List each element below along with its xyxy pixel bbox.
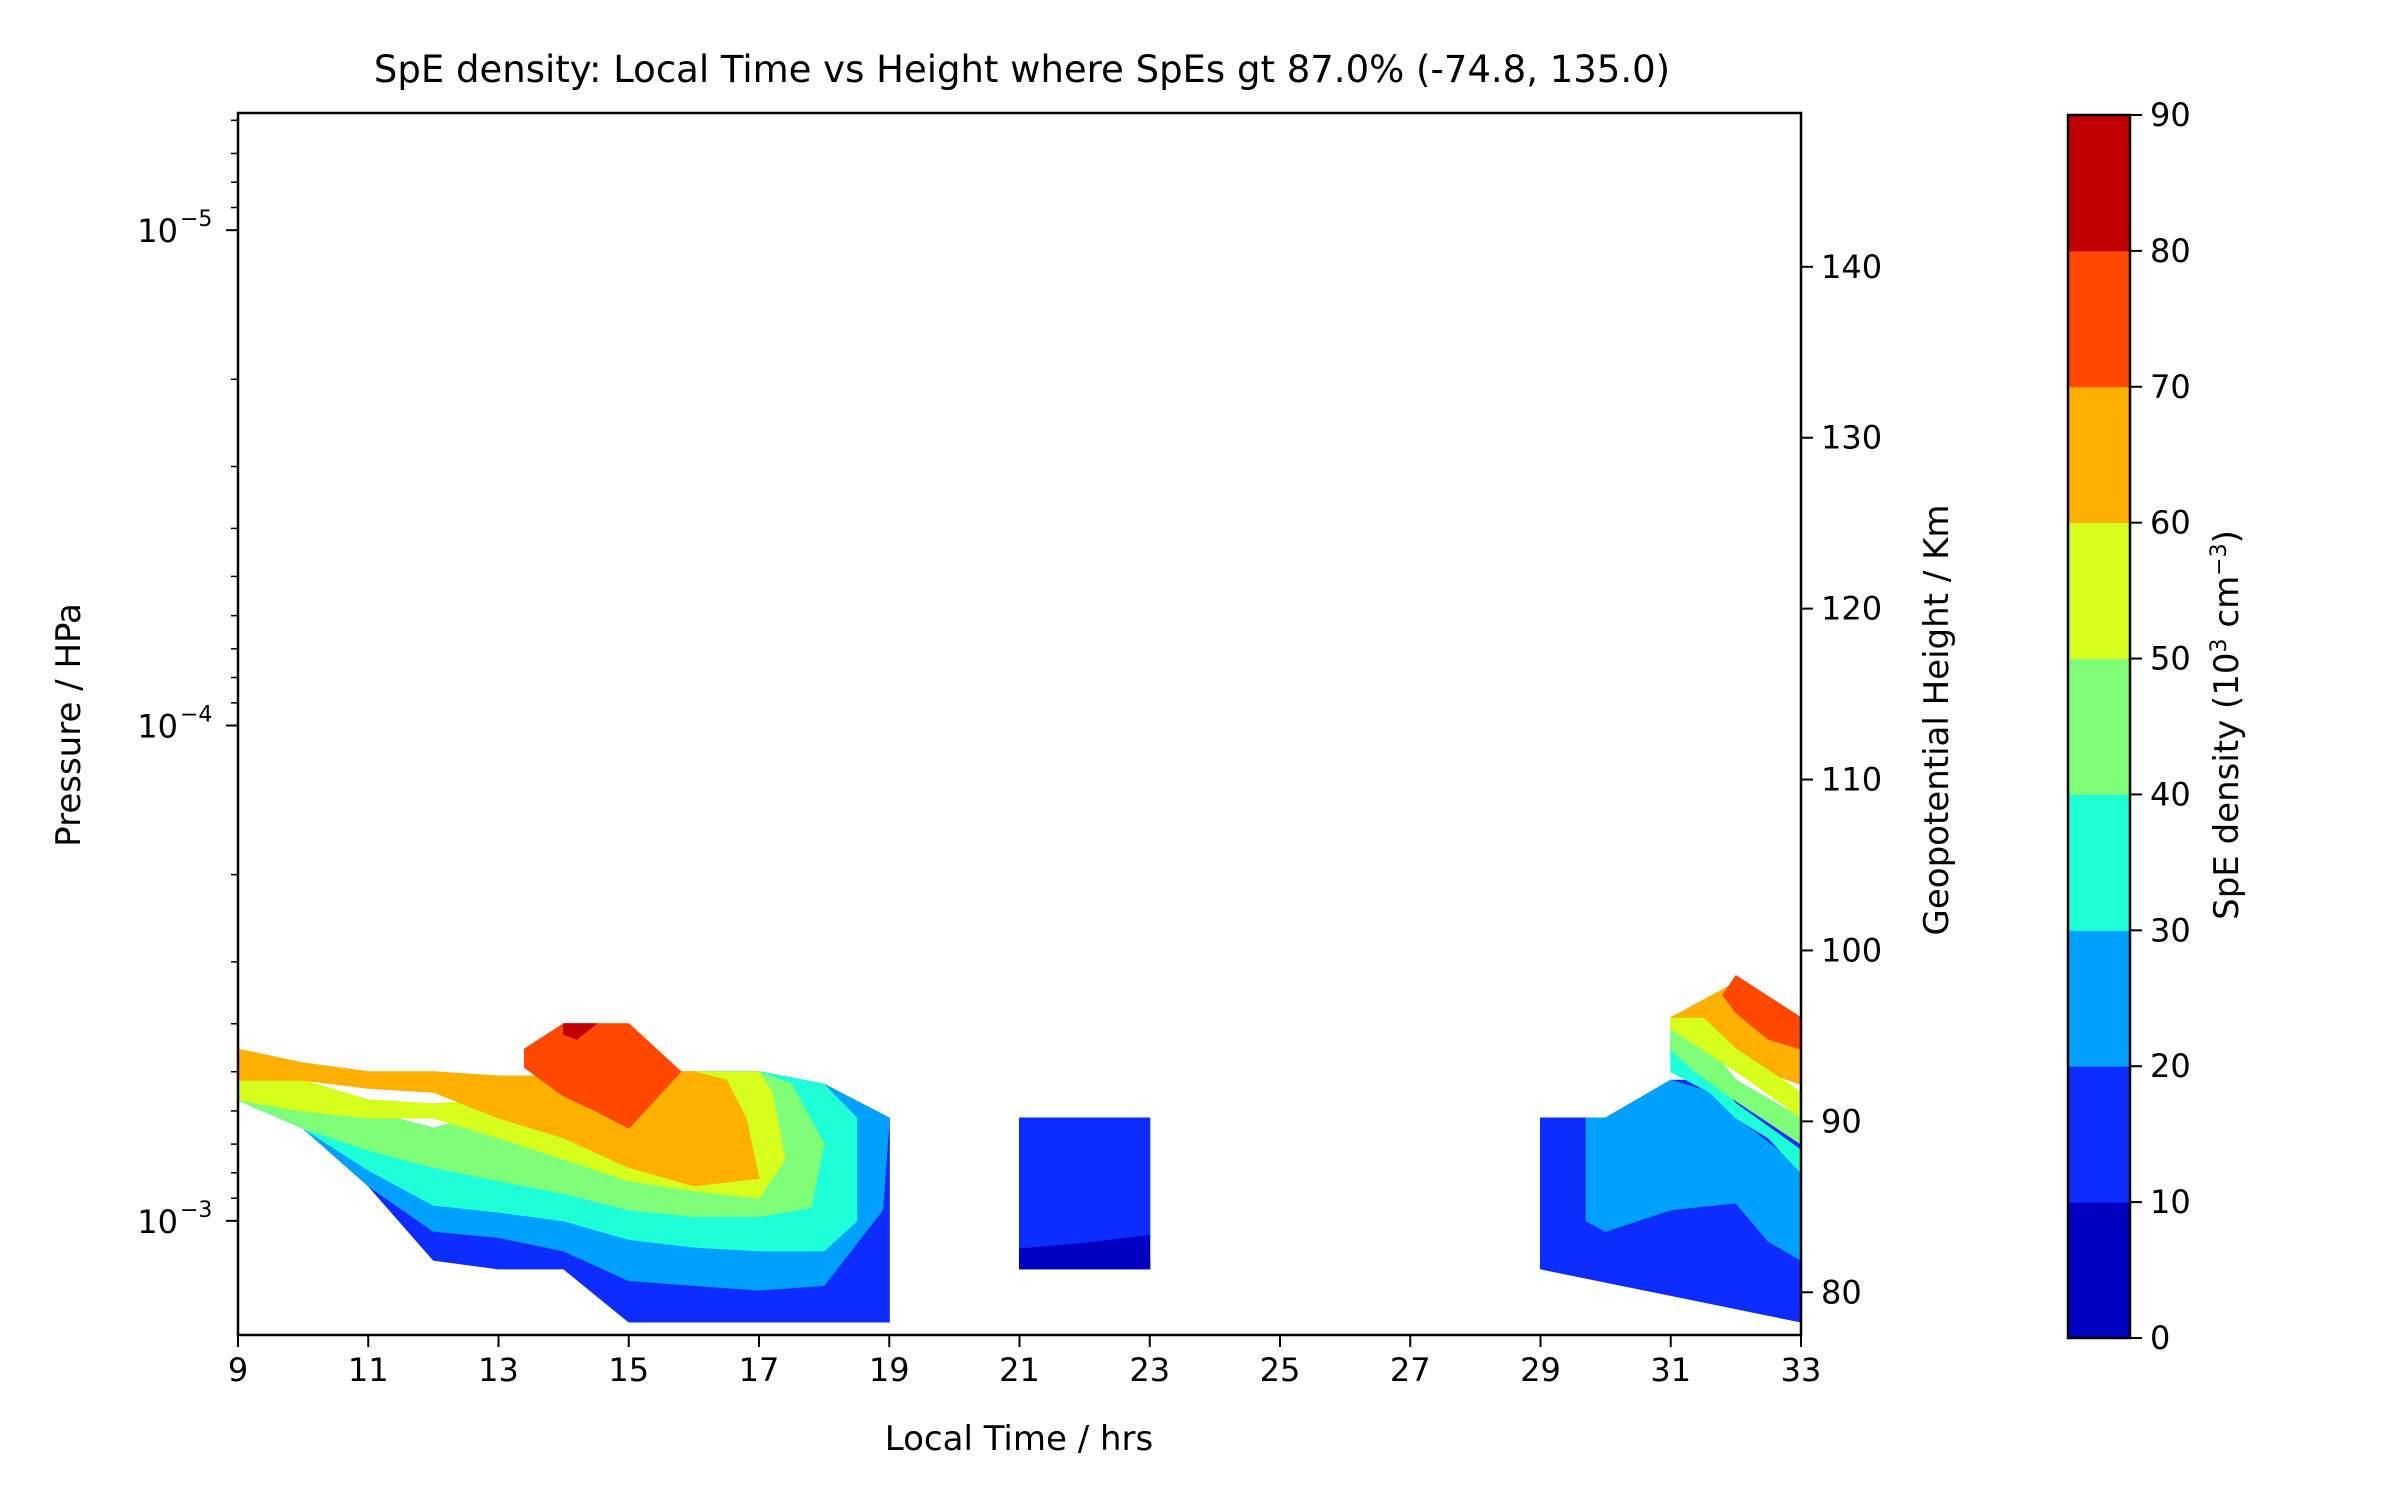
colorbar-tick-label: 10: [2150, 1183, 2191, 1221]
x-tick-label: 13: [478, 1351, 519, 1389]
colorbar-segment: [2068, 930, 2130, 1067]
colorbar-tick-label: 90: [2150, 96, 2191, 134]
x-tick-label: 9: [228, 1351, 248, 1389]
y-left-tick-label: 10: [137, 212, 178, 250]
y-left-tick-label: 10: [137, 1203, 178, 1241]
colorbar-tick-label: 60: [2150, 504, 2191, 542]
colorbar-tick-label: 20: [2150, 1047, 2191, 1085]
y-left-tick-exponent: −3: [180, 1198, 212, 1223]
y-axis-right: 80 90 100 110 120 130 140: [1801, 248, 1882, 1311]
x-tick-label: 29: [1520, 1351, 1561, 1389]
colorbar-segment: [2068, 386, 2130, 524]
colorbar-tick-label: 80: [2150, 232, 2191, 270]
colorbar-segment: [2068, 658, 2130, 795]
y-axis-left-label: Pressure / HPa: [49, 603, 89, 847]
colorbar-tick-label: 70: [2150, 368, 2191, 406]
y-left-tick-exponent: −5: [180, 207, 212, 232]
x-tick-label: 15: [608, 1351, 649, 1389]
contour-region-12: [1019, 1234, 1151, 1270]
y-right-tick-label: 130: [1821, 419, 1882, 457]
y-axis-right-label: Geopotential Height / Km: [1917, 505, 1957, 936]
x-tick-label: 31: [1650, 1351, 1691, 1389]
colorbar-frame: [2066, 113, 2132, 1340]
colorbar-tick-label: 40: [2150, 775, 2191, 813]
y-right-tick-label: 80: [1821, 1273, 1862, 1311]
colorbar-tick-label: 30: [2150, 911, 2191, 949]
colorbar-segment: [2068, 250, 2130, 388]
x-tick-label: 17: [739, 1351, 780, 1389]
x-tick-label: 21: [999, 1351, 1040, 1389]
x-tick-label: 25: [1260, 1351, 1301, 1389]
colorbar-segment: [2068, 1202, 2130, 1339]
colorbar: 0 10 20 30 40 50 60 70 80 90: [2066, 96, 2191, 1357]
contour-region-11: [1019, 1117, 1151, 1250]
colorbar-tick-label: 0: [2150, 1319, 2170, 1357]
x-axis: 9 11 13 15 17 19 21 23 25 27 29 31 33: [228, 1335, 1822, 1389]
x-tick-label: 19: [869, 1351, 910, 1389]
contour-region-9: [563, 1023, 598, 1040]
x-tick-label: 33: [1781, 1351, 1822, 1389]
y-right-tick-label: 90: [1821, 1102, 1862, 1140]
y-left-tick-label: 10: [137, 708, 178, 746]
y-axis-left: 10−510−410−3: [137, 119, 238, 1241]
colorbar-segment: [2068, 115, 2130, 252]
y-right-tick-label: 100: [1821, 931, 1882, 969]
colorbar-segment: [2068, 522, 2130, 660]
y-right-tick-label: 110: [1821, 761, 1882, 799]
colorbar-segment: [2068, 794, 2130, 931]
colorbar-tick-label: 50: [2150, 640, 2191, 678]
colorbar-label: SpE density (103 cm−3): [2207, 530, 2247, 920]
chart-title: SpE density: Local Time vs Height where …: [374, 48, 1670, 91]
y-right-tick-label: 120: [1821, 590, 1882, 628]
x-tick-label: 23: [1129, 1351, 1170, 1389]
y-left-tick-exponent: −4: [180, 703, 212, 728]
colorbar-segment: [2068, 1066, 2130, 1203]
x-axis-label: Local Time / hrs: [885, 1419, 1153, 1459]
plot-area: [237, 975, 1802, 1323]
x-tick-label: 27: [1390, 1351, 1431, 1389]
y-right-tick-label: 140: [1821, 248, 1882, 286]
x-tick-label: 11: [348, 1351, 389, 1389]
